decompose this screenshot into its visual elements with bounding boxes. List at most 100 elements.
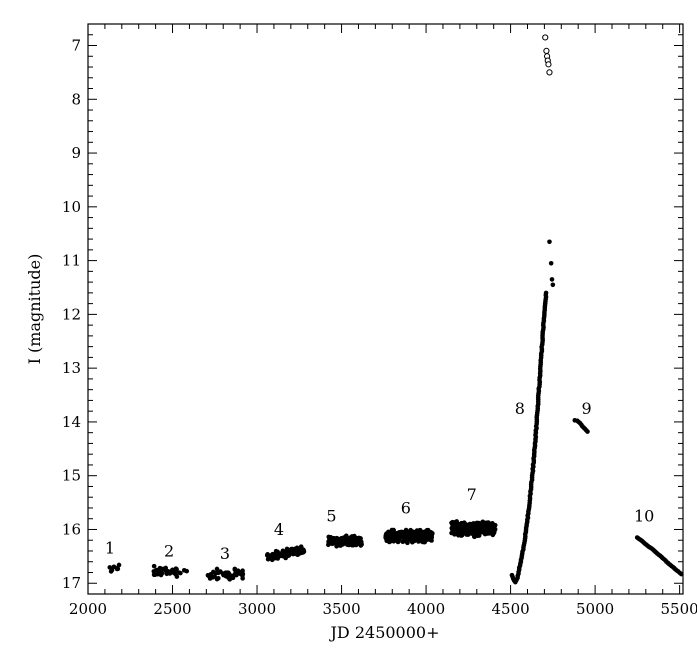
y-tick-label: 9	[71, 144, 81, 162]
data-points	[107, 34, 684, 585]
x-tick-label: 3000	[238, 600, 276, 618]
data-point	[407, 535, 412, 541]
curve-point	[547, 239, 552, 245]
x-axis-title: JD 2450000+	[329, 623, 440, 642]
data-point	[301, 547, 306, 553]
data-point	[326, 542, 331, 548]
data-point	[413, 534, 418, 540]
segment-label: 8	[515, 399, 525, 418]
data-point	[223, 573, 229, 579]
data-point	[403, 538, 409, 544]
tick-labels: 2000 2500 3000 3500 4000 4500 5000 550078910111…	[62, 37, 697, 618]
data-point	[289, 550, 295, 556]
segment-label: 4	[274, 520, 284, 539]
data-point	[151, 572, 157, 578]
data-point	[472, 525, 478, 531]
y-tick-label: 13	[62, 359, 81, 377]
data-point	[329, 540, 335, 545]
data-point	[359, 542, 364, 547]
x-tick-label: 5500	[661, 600, 697, 618]
data-point	[350, 542, 355, 548]
segment-label: 1	[105, 539, 115, 558]
data-point	[460, 529, 466, 534]
data-point	[265, 552, 270, 557]
x-tick-label: 4500	[491, 600, 529, 618]
data-point	[174, 567, 179, 572]
y-tick-label: 17	[62, 574, 81, 592]
y-tick-label: 14	[62, 413, 81, 431]
data-point	[395, 530, 401, 536]
segment-label: 10	[634, 506, 654, 525]
curve-point	[679, 571, 684, 577]
plot-frame	[87, 23, 684, 595]
data-point	[420, 536, 426, 542]
data-point	[111, 564, 117, 570]
y-tick-label: 8	[71, 90, 81, 108]
x-tick-label: 3500	[322, 600, 360, 618]
data-point	[486, 522, 491, 528]
data-point	[161, 566, 166, 572]
data-point	[404, 532, 409, 538]
data-point	[450, 527, 455, 533]
data-point	[386, 529, 391, 535]
data-point	[176, 570, 182, 575]
data-point	[227, 577, 233, 582]
segment-label: 6	[401, 498, 411, 517]
data-point	[453, 522, 459, 528]
curve-point	[549, 277, 555, 282]
data-point	[207, 576, 213, 581]
x-tick-label: 5000	[576, 600, 614, 618]
data-point	[240, 576, 245, 581]
peak-open-point	[546, 69, 553, 76]
data-point	[272, 553, 278, 559]
y-tick-label: 12	[62, 305, 81, 323]
data-point	[285, 552, 291, 558]
data-point	[478, 529, 484, 534]
data-point	[427, 532, 433, 537]
data-point	[450, 519, 455, 525]
data-point	[282, 549, 288, 555]
curve-point	[543, 290, 549, 296]
data-point	[344, 539, 350, 544]
y-tick-label: 16	[62, 520, 81, 538]
segment-label: 2	[164, 541, 174, 560]
data-point	[456, 532, 461, 538]
data-point	[490, 520, 495, 526]
data-point	[349, 534, 355, 539]
data-point	[338, 543, 344, 548]
data-point	[384, 538, 389, 543]
data-point	[280, 553, 286, 558]
data-point	[342, 535, 347, 540]
data-point	[216, 575, 221, 581]
data-point	[214, 566, 220, 572]
peak-open-point	[543, 47, 550, 54]
data-point	[166, 569, 171, 574]
data-point	[228, 573, 234, 578]
y-tick-label: 10	[62, 198, 81, 216]
data-point	[471, 521, 476, 526]
data-point	[233, 571, 239, 577]
segment-label: 7	[467, 485, 477, 504]
data-point	[181, 568, 187, 573]
peak-open-point	[545, 61, 552, 68]
segment-labels: 1 2 3 4 5 6 7 8 9 10	[105, 399, 654, 563]
data-point	[481, 524, 486, 530]
data-point	[388, 538, 394, 543]
data-point	[459, 520, 464, 526]
data-point	[387, 533, 393, 539]
data-point	[471, 531, 476, 536]
y-tick-label: 11	[62, 252, 81, 270]
data-point	[459, 524, 464, 530]
x-tick-label: 2500	[153, 600, 191, 618]
data-point	[115, 566, 121, 572]
data-point	[116, 562, 122, 568]
curve-point	[585, 429, 590, 434]
segment-label: 9	[582, 399, 592, 418]
data-point	[428, 536, 434, 541]
y-tick-label: 7	[71, 37, 81, 55]
data-point	[208, 572, 214, 577]
data-point	[350, 538, 356, 544]
peak-open-point	[542, 34, 549, 41]
curve-point	[550, 282, 556, 288]
